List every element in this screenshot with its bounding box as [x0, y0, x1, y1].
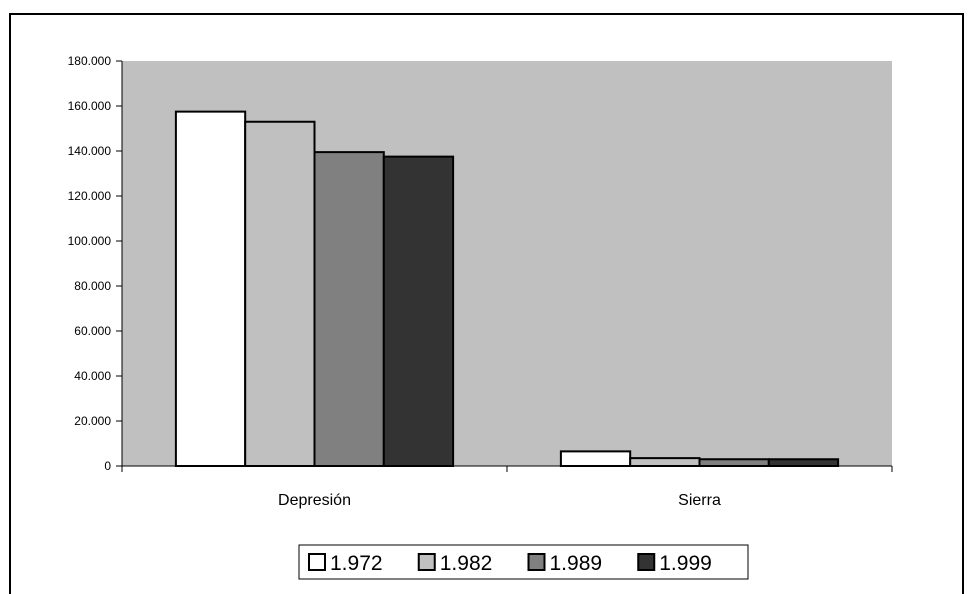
legend-box	[298, 544, 749, 580]
bar-1.999-Depresión	[382, 155, 455, 467]
y-tick-label: 80.000	[74, 279, 111, 293]
y-tick-label: 40.000	[74, 369, 111, 383]
legend-label: 1.982	[440, 552, 493, 575]
bar-1.999-Sierra	[767, 458, 840, 467]
legend-label: 1.999	[659, 552, 712, 575]
legend-label: 1.989	[550, 552, 603, 575]
y-tick-label: 100.000	[68, 234, 112, 248]
x-category-label: Sierra	[678, 492, 721, 509]
y-tick-label: 0	[104, 459, 111, 473]
bar-1.982-Depresión	[244, 120, 316, 467]
x-category-label: Depresión	[278, 492, 351, 509]
bars	[174, 110, 840, 467]
y-tick-label: 160.000	[68, 99, 112, 113]
y-axis: 0 20.000 40.000 60.000 80.000 100.000 120.000 1…	[68, 54, 123, 473]
bar-1.982-Sierra	[629, 457, 701, 467]
legend-swatch	[527, 553, 546, 571]
y-tick-label: 60.000	[74, 324, 111, 338]
bar-1.972-Depresión	[174, 110, 247, 467]
legend: 1.972 1.982 1.989 1.999	[298, 544, 749, 580]
bar-1.989-Sierra	[698, 458, 770, 467]
y-tick-label: 140.000	[68, 144, 112, 158]
bar-1.989-Depresión	[313, 151, 385, 467]
bar-1.972-Sierra	[559, 450, 632, 467]
legend-swatch	[308, 553, 326, 571]
y-tick-label: 20.000	[74, 414, 111, 428]
legend-label: 1.972	[330, 552, 383, 575]
legend-swatch	[637, 553, 656, 571]
y-tick-label: 120.000	[68, 189, 112, 203]
legend-swatch	[417, 553, 436, 571]
y-tick-label: 180.000	[68, 54, 112, 68]
